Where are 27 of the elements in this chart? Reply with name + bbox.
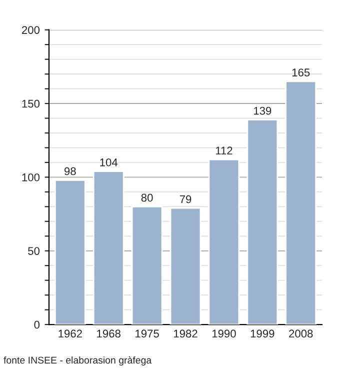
bar <box>208 158 240 325</box>
y-tick-label: 100 <box>22 173 40 182</box>
data-label: 112 <box>216 146 232 154</box>
y-tick-label: 200 <box>22 26 40 34</box>
x-tick-label: 1975 <box>136 330 159 338</box>
bar <box>92 170 124 325</box>
data-label: 98 <box>64 167 76 176</box>
data-label: 139 <box>254 106 272 115</box>
data-label: 165 <box>292 68 310 76</box>
bar <box>54 179 86 325</box>
x-tick-label: 1990 <box>212 330 236 338</box>
x-tick-label: 1999 <box>250 330 274 338</box>
data-label: 80 <box>141 194 153 202</box>
data-label: 79 <box>180 195 192 204</box>
y-tick-label: 50 <box>28 247 40 255</box>
source-note: fonte INSEE - elaborasion gràfega <box>4 356 152 366</box>
x-tick-label: 1962 <box>58 330 82 338</box>
x-tick-label: 1968 <box>97 330 120 338</box>
bar <box>170 207 202 325</box>
y-tick-label: 0 <box>34 320 40 329</box>
y-tick-label: 150 <box>22 100 40 108</box>
data-label: 104 <box>100 158 118 166</box>
bar <box>285 80 317 325</box>
x-tick-label: 2008 <box>289 330 313 338</box>
x-tick-label: 1982 <box>174 330 198 338</box>
bar <box>246 119 278 325</box>
bar <box>131 206 163 325</box>
